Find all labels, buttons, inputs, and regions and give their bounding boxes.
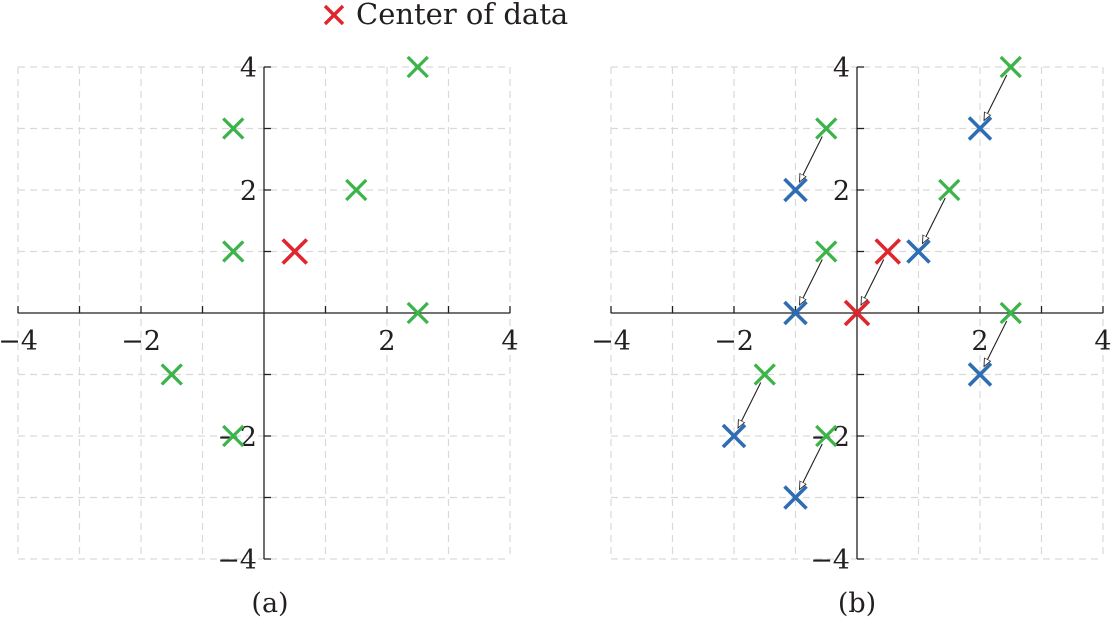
centered-point-marker <box>967 362 993 387</box>
data-point-marker <box>999 55 1022 79</box>
y-tick-label: −4 <box>810 545 850 576</box>
centered-point-marker <box>783 177 808 203</box>
x-tick-label: −4 <box>0 326 38 357</box>
center-marker <box>874 238 902 265</box>
x-tick-label: −2 <box>714 326 754 357</box>
shift-arrow <box>737 382 762 428</box>
data-point-marker <box>753 363 776 386</box>
data-point-marker <box>999 301 1022 325</box>
y-tick-label: 2 <box>240 176 257 207</box>
y-tick-label: 2 <box>833 176 850 207</box>
x-tick-label: −2 <box>121 326 161 357</box>
shift-arrow <box>983 320 1008 366</box>
x-tick-label: 2 <box>378 326 395 357</box>
panel-a: (a) −4 −2 2 442−2−4 <box>0 53 519 619</box>
panel-a-label: (a) <box>251 588 288 619</box>
panel-b: (b) −4 −2 2 442−2−4 <box>591 53 1112 619</box>
center-marker <box>281 238 309 265</box>
y-tick-label: 4 <box>833 53 850 84</box>
data-point-marker <box>406 55 429 79</box>
data-point-marker <box>938 178 961 202</box>
shift-arrow <box>799 259 823 305</box>
panel-b-label: (b) <box>838 588 876 619</box>
data-point-marker <box>345 178 368 202</box>
x-tick-label: 4 <box>1094 326 1111 357</box>
shift-arrows <box>737 74 1008 489</box>
centered-point-marker <box>783 485 808 510</box>
data-point-marker <box>222 240 245 263</box>
x-tick-label: −4 <box>591 326 631 357</box>
x-tick-label: 4 <box>501 326 518 357</box>
x-tick-label: 2 <box>971 326 988 357</box>
y-tick-label: 4 <box>240 53 257 84</box>
legend-cross <box>323 4 345 26</box>
axes: −4 −2 2 442−2−4 <box>0 53 519 576</box>
shift-arrow <box>922 197 946 243</box>
shift-arrow <box>799 443 823 489</box>
centered-point-marker <box>721 423 747 449</box>
legend-marker <box>323 4 345 26</box>
data-point-marker <box>815 240 838 263</box>
data-point-marker <box>160 363 183 386</box>
axes: −4 −2 2 442−2−4 <box>591 53 1112 576</box>
legend-label: Center of data <box>356 0 568 31</box>
data-point-marker <box>815 424 838 448</box>
centered-point-marker <box>783 300 808 326</box>
markers <box>160 55 429 448</box>
centered-point-marker <box>967 116 993 141</box>
shift-arrow <box>799 136 823 182</box>
data-point-marker <box>815 117 838 140</box>
data-point-marker <box>406 301 429 325</box>
legend: Center of data <box>323 0 568 31</box>
shift-arrow <box>860 259 885 305</box>
centered-point-marker <box>906 239 931 264</box>
shift-arrow <box>983 74 1008 120</box>
markers <box>721 55 1022 510</box>
y-tick-label: −4 <box>217 545 257 576</box>
data-point-marker <box>222 424 245 448</box>
centered-center-marker <box>843 299 871 327</box>
data-point-marker <box>222 117 245 140</box>
